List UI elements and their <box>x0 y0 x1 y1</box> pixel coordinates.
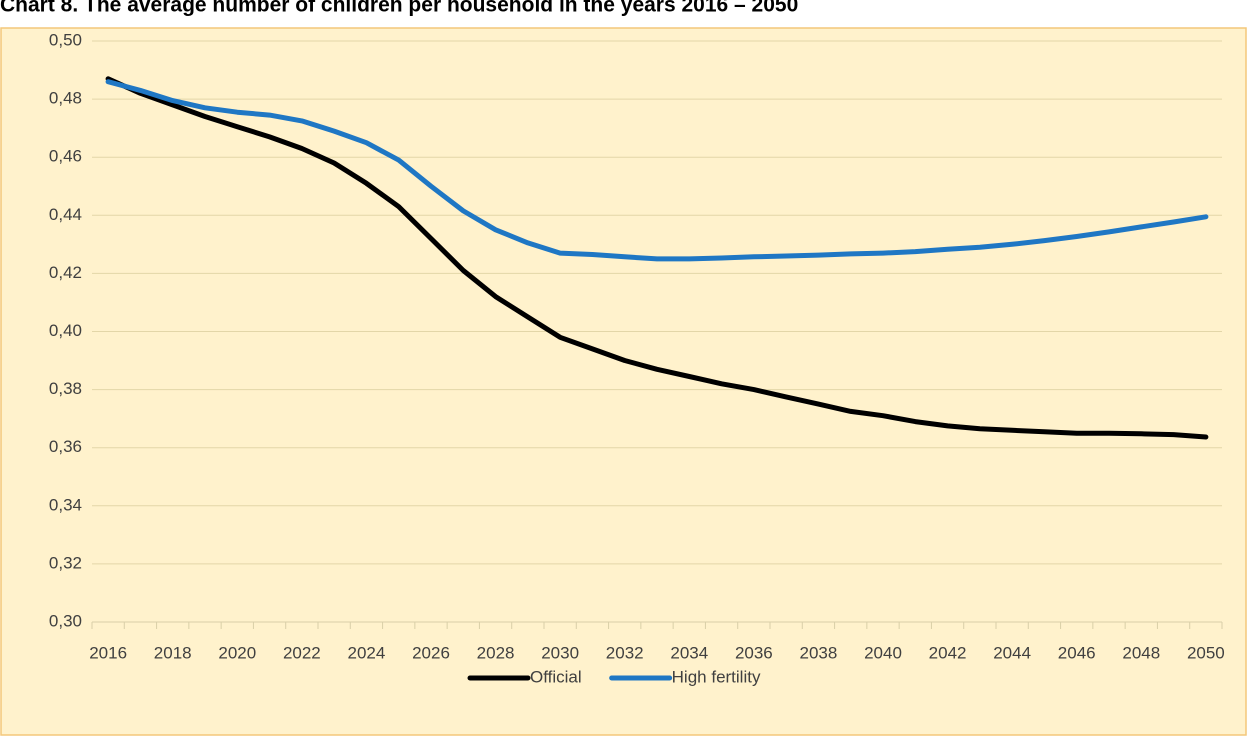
x-tick-label: 2034 <box>670 643 708 662</box>
x-tick-label: 2020 <box>218 643 256 662</box>
x-tick-label: 2032 <box>606 643 644 662</box>
x-tick-label: 2030 <box>541 643 579 662</box>
y-tick-label: 0,46 <box>49 147 82 166</box>
x-tick-label: 2046 <box>1058 643 1096 662</box>
legend-label: Official <box>530 667 582 686</box>
series-line <box>105 79 1209 262</box>
chart-background <box>0 27 1247 736</box>
y-tick-label: 0,30 <box>49 611 82 630</box>
x-tick-label: 2036 <box>735 643 773 662</box>
series-line <box>105 76 1209 440</box>
x-tick-label: 2024 <box>348 643 386 662</box>
y-tick-label: 0,42 <box>49 263 82 282</box>
y-tick-label: 0,48 <box>49 89 82 108</box>
y-tick-label: 0,44 <box>49 205 82 224</box>
legend-label: High fertility <box>672 667 761 686</box>
x-tick-label: 2048 <box>1122 643 1160 662</box>
x-tick-label: 2042 <box>929 643 967 662</box>
x-tick-label: 2038 <box>800 643 838 662</box>
y-tick-label: 0,34 <box>49 495 82 514</box>
x-tick-label: 2044 <box>993 643 1031 662</box>
x-tick-label: 2016 <box>89 643 127 662</box>
y-tick-label: 0,38 <box>49 379 82 398</box>
x-tick-label: 2050 <box>1187 643 1225 662</box>
x-tick-label: 2026 <box>412 643 450 662</box>
y-tick-label: 0,50 <box>49 30 82 49</box>
x-tick-label: 2028 <box>477 643 515 662</box>
y-tick-label: 0,32 <box>49 553 82 572</box>
y-tick-label: 0,36 <box>49 437 82 456</box>
chart-title: Chart 8. The average number of children … <box>0 0 798 17</box>
x-tick-label: 2018 <box>154 643 192 662</box>
y-tick-label: 0,40 <box>49 321 82 340</box>
x-tick-label: 2022 <box>283 643 321 662</box>
x-tick-label: 2040 <box>864 643 902 662</box>
